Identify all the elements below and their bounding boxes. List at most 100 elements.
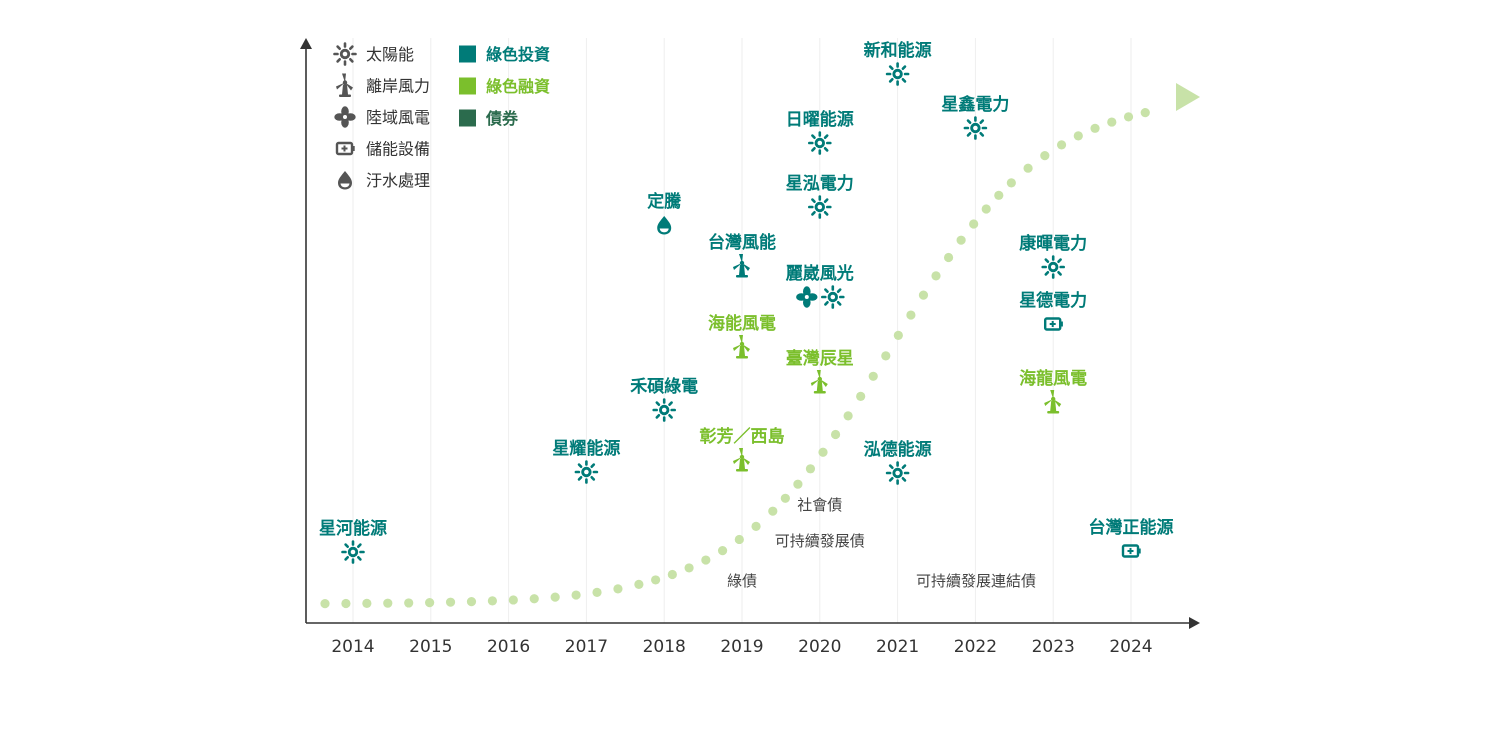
legend-label-4: 儲能設備 xyxy=(366,140,430,159)
trend-dot xyxy=(868,371,878,381)
project-label: 星德電力 xyxy=(1019,290,1087,311)
trend-dot xyxy=(843,411,853,421)
trend-dot xyxy=(1140,108,1150,118)
project-label: 台灣風能 xyxy=(708,232,776,253)
sun-icon xyxy=(820,285,845,309)
onshore-fan-icon xyxy=(796,286,818,308)
project-label: 海能風電 xyxy=(708,313,776,334)
trend-dot xyxy=(550,592,560,602)
bond-label: 可持續發展連結債 xyxy=(916,572,1036,590)
trend-dot xyxy=(634,579,644,589)
trend-dot xyxy=(613,584,623,594)
trend-dot xyxy=(362,598,372,608)
project-label: 海龍風電 xyxy=(1019,368,1087,389)
trend-dot xyxy=(956,235,966,245)
legend-label-1: 太陽能 xyxy=(366,45,414,64)
sun-icon xyxy=(807,195,832,219)
legend-label-2: 離岸風力 xyxy=(366,77,430,96)
project-label: 定騰 xyxy=(647,191,682,212)
trend-dot xyxy=(734,534,744,545)
offshore-wind-icon xyxy=(336,73,353,97)
trend-dot xyxy=(592,587,602,597)
trend-dot xyxy=(571,590,581,600)
project-marker: 定騰 xyxy=(647,191,682,235)
project-marker: 星鑫電力 xyxy=(941,94,1009,140)
onshore-fan-icon xyxy=(334,106,356,128)
axes xyxy=(300,38,1200,629)
project-label: 台灣正能源 xyxy=(1089,517,1174,538)
legend-swatch-1 xyxy=(459,45,476,63)
trend-dot xyxy=(943,252,954,263)
year-label-2015: 2015 xyxy=(409,637,452,657)
year-label-2017: 2017 xyxy=(565,637,608,657)
trend-dot xyxy=(830,429,841,440)
sun-icon xyxy=(574,460,599,484)
year-label-2014: 2014 xyxy=(331,637,374,657)
trend-dot xyxy=(805,464,816,474)
offshore-wind-icon xyxy=(733,335,750,359)
bond-label: 社會債 xyxy=(797,496,842,514)
battery-icon xyxy=(335,141,356,156)
sun-icon xyxy=(807,131,832,155)
trend-dot xyxy=(684,563,694,573)
offshore-wind-icon xyxy=(733,448,750,472)
offshore-wind-icon xyxy=(810,370,828,394)
legend-finance-label-2: 綠色融資 xyxy=(486,77,550,96)
project-marker: 康暉電力 xyxy=(1019,233,1087,279)
sun-icon xyxy=(963,116,988,140)
project-marker: 星泓電力 xyxy=(786,173,854,219)
offshore-wind-icon xyxy=(733,254,750,278)
trend-dot xyxy=(768,506,778,516)
year-label-2019: 2019 xyxy=(720,637,763,657)
trend-dot xyxy=(651,575,661,585)
trend-dot xyxy=(701,555,711,565)
sun-icon xyxy=(885,62,910,86)
project-marker: 禾碩綠電 xyxy=(630,376,698,422)
project-label: 星河能源 xyxy=(319,518,387,539)
project-label: 星泓電力 xyxy=(786,173,854,194)
project-marker: 新和能源 xyxy=(864,40,932,86)
year-label-2021: 2021 xyxy=(876,637,919,657)
battery-icon xyxy=(1121,544,1142,558)
trend-dot xyxy=(994,190,1004,200)
year-label-2022: 2022 xyxy=(954,637,997,657)
water-drop-icon xyxy=(657,216,672,235)
offshore-wind-icon xyxy=(1044,390,1062,414)
x-axis-arrow xyxy=(1189,617,1200,629)
year-label-2024: 2024 xyxy=(1109,637,1152,657)
project-marker: 彰芳／西島 xyxy=(700,426,785,472)
legend-label-3: 陸域風電 xyxy=(366,108,430,127)
project-marker: 泓德能源 xyxy=(864,439,932,485)
project-label: 泓德能源 xyxy=(864,439,932,460)
x-axis-tick-labels: 2014 2015 2016 2017 2018 2019 2020 2021 2022 2023… xyxy=(331,637,1152,657)
project-label: 彰芳／西島 xyxy=(700,426,785,447)
trend-dot xyxy=(508,595,518,605)
battery-icon xyxy=(1043,317,1065,331)
trend-dot xyxy=(320,599,330,609)
project-marker: 海能風電 xyxy=(708,313,776,359)
dotted-trend-curve xyxy=(320,83,1200,609)
project-label: 禾碩綠電 xyxy=(630,376,698,397)
project-label: 麗崴風光 xyxy=(786,263,854,284)
year-label-2020: 2020 xyxy=(798,637,841,657)
water-drop-icon xyxy=(338,171,352,190)
year-label-2016: 2016 xyxy=(487,637,530,657)
trend-dot xyxy=(893,330,903,340)
trend-dot xyxy=(341,598,351,609)
trend-dot xyxy=(717,546,728,556)
trend-dot xyxy=(751,521,761,531)
sun-icon xyxy=(333,42,357,66)
trend-dot xyxy=(383,598,393,608)
legend-finance-label-1: 綠色投資 xyxy=(486,45,550,64)
trend-dot xyxy=(969,219,979,229)
trend-dot xyxy=(1056,140,1067,150)
project-label: 星耀能源 xyxy=(552,438,620,459)
trend-dot xyxy=(1040,151,1050,161)
sun-icon xyxy=(1041,255,1065,279)
project-marker: 星耀能源 xyxy=(552,438,620,484)
trend-dot xyxy=(780,493,790,503)
trend-dot xyxy=(404,598,414,608)
